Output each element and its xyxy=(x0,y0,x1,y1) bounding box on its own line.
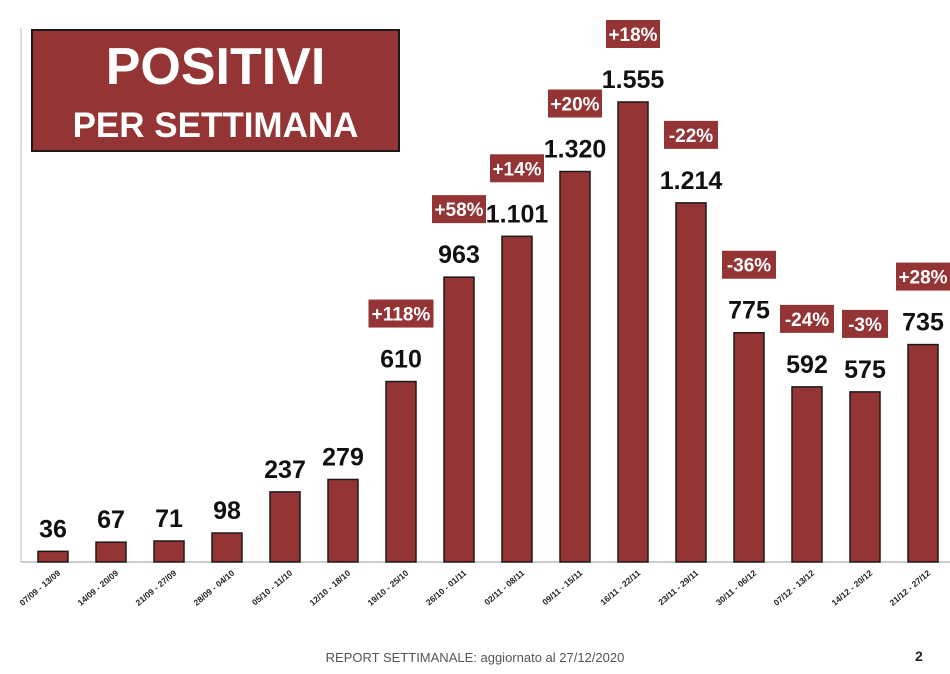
chart-title-box: POSITIVI PER SETTIMANA xyxy=(31,29,400,152)
value-label: 36 xyxy=(39,515,67,543)
bar xyxy=(327,478,359,563)
change-badge: +118% xyxy=(368,299,434,328)
change-badge: +20% xyxy=(548,89,602,118)
x-tick-label: 05/10 - 11/10 xyxy=(250,568,295,608)
change-badge: -36% xyxy=(722,250,776,279)
value-label: 592 xyxy=(786,351,828,379)
change-badge-box xyxy=(896,262,950,291)
bar xyxy=(95,541,127,563)
x-tick-label: 07/09 - 13/09 xyxy=(17,568,62,608)
chart-subtitle: PER SETTIMANA xyxy=(72,106,359,145)
bar xyxy=(385,380,417,563)
x-tick-label: 14/12 - 20/12 xyxy=(829,568,874,608)
value-label: 735 xyxy=(902,309,944,337)
x-tick-label: 28/09 - 04/10 xyxy=(191,568,236,608)
change-badge: +58% xyxy=(432,195,486,224)
chart-title: POSITIVI xyxy=(105,38,326,96)
bar xyxy=(849,391,881,563)
bar xyxy=(443,276,475,563)
value-label: 279 xyxy=(322,443,364,471)
x-tick-label: 19/10 - 25/10 xyxy=(365,568,410,608)
page-number: 2 xyxy=(915,648,923,664)
x-tick-label: 26/10 - 01/11 xyxy=(424,568,469,608)
change-badge-label: -22% xyxy=(669,126,713,147)
x-tick-label: 21/09 - 27/09 xyxy=(133,568,178,608)
change-badge-box xyxy=(606,20,660,48)
value-label: 775 xyxy=(728,297,770,325)
bar xyxy=(211,532,243,563)
change-badge: +18% xyxy=(606,20,660,48)
change-badge-label: +28% xyxy=(898,268,947,289)
value-label: 610 xyxy=(380,346,422,374)
value-label: 98 xyxy=(213,497,241,525)
bar xyxy=(501,235,533,563)
bar xyxy=(559,170,591,563)
value-label: 67 xyxy=(97,506,125,534)
change-badge-label: +14% xyxy=(492,159,541,180)
change-badge: -3% xyxy=(842,309,888,338)
x-tick-label: 14/09 - 20/09 xyxy=(75,568,120,608)
change-badge-label: +20% xyxy=(550,95,599,116)
x-tick-label: 21/12 - 27/12 xyxy=(887,568,932,608)
bar xyxy=(269,491,301,563)
change-badge-label: +118% xyxy=(372,305,431,326)
value-label: 71 xyxy=(155,505,183,533)
change-badge-box xyxy=(842,309,888,338)
x-tick-label: 23/11 - 29/11 xyxy=(656,568,700,607)
change-badge-label: -3% xyxy=(848,315,882,336)
bar xyxy=(153,540,185,563)
x-tick-labels-group: 07/09 - 13/09 14/09 - 20/09 21/09 - 27/09 2… xyxy=(17,568,932,608)
x-tick-label: 16/11 - 22/11 xyxy=(598,568,642,607)
x-tick-label: 09/11 - 15/11 xyxy=(540,568,584,607)
change-badge-box xyxy=(432,195,486,224)
value-label: 575 xyxy=(844,356,886,384)
value-label: 1.320 xyxy=(544,136,607,164)
bar xyxy=(675,202,707,563)
change-badge: -24% xyxy=(780,304,834,333)
change-badge: +28% xyxy=(896,262,950,291)
x-tick-label: 07/12 - 13/12 xyxy=(771,568,816,608)
change-badge-label: +18% xyxy=(608,25,657,46)
change-badge: +14% xyxy=(490,154,544,183)
value-label: 1.555 xyxy=(602,66,665,94)
bar xyxy=(791,386,823,563)
x-tick-label: 30/11 - 06/12 xyxy=(714,568,759,608)
bar xyxy=(907,343,939,563)
change-badges-group: +118% +58% +14% +20% +18% -22% -36% -24% -3% +28% xyxy=(368,20,950,338)
value-label: 237 xyxy=(264,456,306,484)
change-badge-box xyxy=(490,154,544,183)
change-badge-box xyxy=(722,250,776,279)
value-label: 1.101 xyxy=(486,200,549,228)
change-badge-box xyxy=(548,89,602,118)
bar xyxy=(733,331,765,563)
bar xyxy=(617,101,649,563)
value-label: 1.214 xyxy=(660,167,723,195)
report-footer: REPORT SETTIMANALE: aggiornato al 27/12/… xyxy=(325,650,625,665)
value-label: 963 xyxy=(438,241,480,269)
bar xyxy=(37,550,69,563)
change-badge-label: +58% xyxy=(434,200,483,221)
x-tick-label: 12/10 - 18/10 xyxy=(307,568,352,608)
change-badge-box xyxy=(780,304,834,333)
x-tick-label: 02/11 - 08/11 xyxy=(482,568,526,607)
change-badge-box xyxy=(368,299,434,328)
change-badge-box xyxy=(664,120,718,149)
bars-group xyxy=(37,101,939,563)
change-badge: -22% xyxy=(664,120,718,149)
change-badge-label: -24% xyxy=(785,310,829,331)
change-badge-label: -36% xyxy=(727,256,771,277)
